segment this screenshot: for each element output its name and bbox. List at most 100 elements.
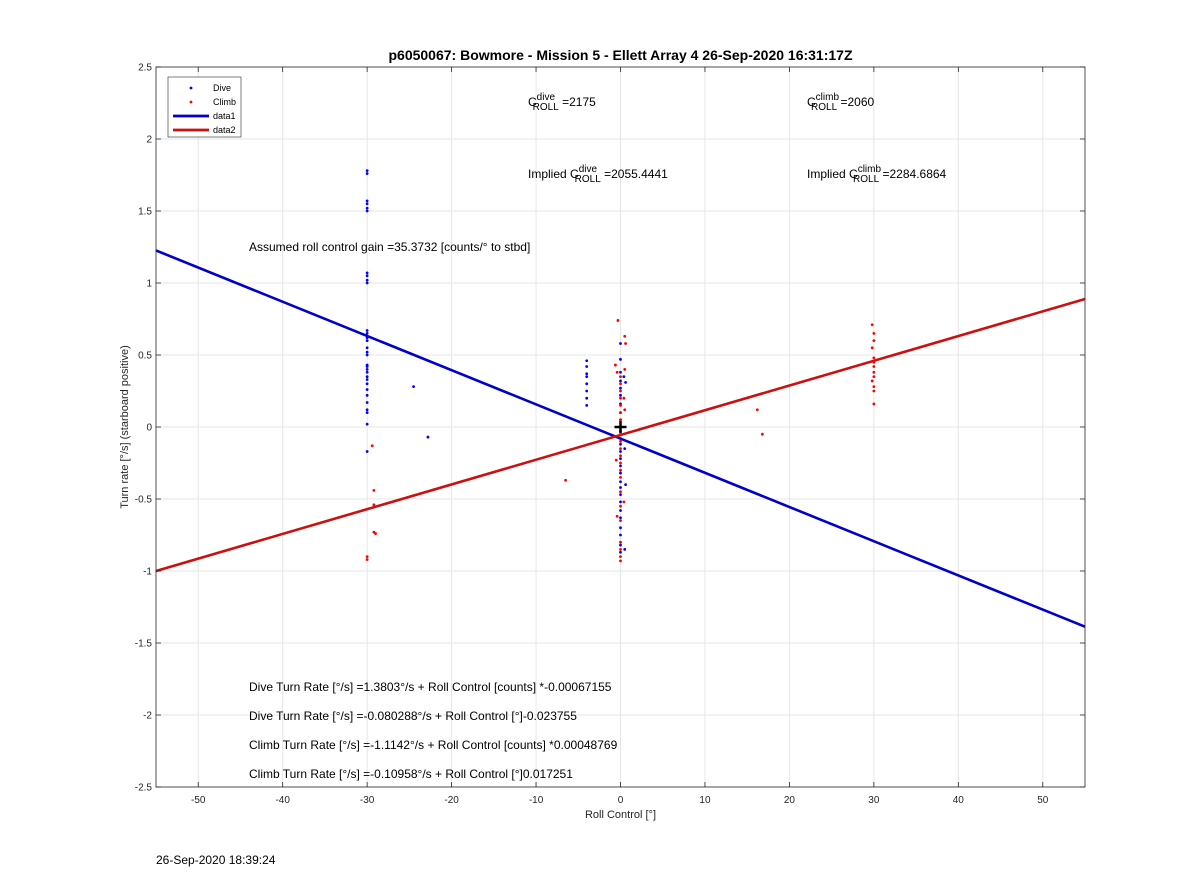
point-climb xyxy=(619,404,622,407)
point-dive xyxy=(365,365,369,368)
point-climb xyxy=(374,532,377,535)
x-tick-label: -40 xyxy=(275,795,290,806)
legend-label-climb: Climb xyxy=(213,97,236,107)
point-dive xyxy=(365,278,369,282)
point-dive xyxy=(585,365,589,368)
x-tick-label: -50 xyxy=(191,795,206,806)
point-dive xyxy=(585,382,589,386)
point-dive xyxy=(365,350,369,354)
point-climb xyxy=(619,382,622,386)
point-dive xyxy=(365,382,369,386)
point-climb xyxy=(870,379,874,383)
point-dive xyxy=(365,346,369,350)
point-climb xyxy=(372,503,376,507)
point-dive xyxy=(619,437,622,440)
point-climb xyxy=(619,432,622,436)
point-climb xyxy=(619,375,622,378)
point-dive xyxy=(585,404,589,407)
y-tick-label: 1 xyxy=(146,279,152,290)
point-dive xyxy=(624,380,627,384)
equation-1: Dive Turn Rate [°/s] =1.3803°/s + Roll C… xyxy=(249,680,612,694)
point-dive xyxy=(619,457,622,461)
legend: Dive Climb data1 data2 xyxy=(167,76,242,138)
x-axis-label: Roll Control [°] xyxy=(585,809,656,821)
point-dive xyxy=(619,471,622,475)
y-tick-label: 2 xyxy=(146,135,152,146)
point-climb xyxy=(872,339,876,342)
point-dive xyxy=(619,516,622,520)
point-dive xyxy=(619,370,622,374)
legend-marker-dive xyxy=(189,86,193,90)
point-dive xyxy=(412,385,415,389)
point-dive xyxy=(619,464,622,468)
point-climb xyxy=(619,548,622,551)
point-dive xyxy=(619,493,622,497)
point-climb xyxy=(370,444,374,448)
point-dive xyxy=(585,396,589,400)
y-tick-label: -0.5 xyxy=(135,495,153,506)
point-dive xyxy=(619,386,622,390)
point-climb xyxy=(619,468,622,472)
point-climb xyxy=(872,360,876,364)
point-dive xyxy=(365,199,369,203)
point-climb xyxy=(619,396,622,400)
point-dive xyxy=(365,401,369,404)
point-dive xyxy=(365,353,369,357)
point-climb xyxy=(623,334,627,338)
point-dive xyxy=(365,329,369,332)
legend-label-data1: data1 xyxy=(213,111,236,121)
point-climb xyxy=(619,418,622,422)
point-climb xyxy=(614,458,618,462)
point-dive xyxy=(365,202,369,206)
y-tick-label: -1.5 xyxy=(135,639,153,650)
annotation-implied-climb: Implied Cclimb ROLL =2284.6864 xyxy=(807,164,947,185)
point-climb xyxy=(619,389,622,393)
point-climb xyxy=(619,559,622,563)
point-climb xyxy=(619,411,622,414)
y-axis-label: Turn rate [°/s] (starboard positive) xyxy=(119,345,131,509)
point-dive xyxy=(365,169,369,173)
point-dive xyxy=(365,388,369,391)
point-climb xyxy=(619,476,622,479)
point-dive xyxy=(585,372,589,376)
point-climb xyxy=(615,514,619,518)
point-dive xyxy=(426,435,430,439)
point-climb xyxy=(872,385,876,389)
point-climb xyxy=(619,461,622,465)
y-tick-label: -1 xyxy=(143,567,152,578)
point-dive xyxy=(365,422,369,426)
annotation-c-climb: Cclimb ROLL =2060 xyxy=(807,92,875,113)
plot-area: -50 -40 -30 -20 -10 0 10 20 30 40 50-2.5-2-1.5-1-0… xyxy=(135,63,1086,806)
point-climb xyxy=(614,363,617,367)
point-dive xyxy=(365,375,369,378)
y-tick-label: 0 xyxy=(146,423,152,434)
equation-3: Climb Turn Rate [°/s] =-1.1142°/s + Roll… xyxy=(249,738,618,752)
point-climb xyxy=(615,370,619,374)
point-dive xyxy=(619,393,622,397)
legend-marker-climb xyxy=(189,100,193,104)
x-tick-label: -30 xyxy=(360,795,375,806)
point-climb xyxy=(619,540,622,544)
annotation-implied-dive: Implied Cdive ROLL =2055.4441 xyxy=(528,164,668,185)
y-tick-label: 0.5 xyxy=(138,351,152,362)
point-climb xyxy=(619,454,622,458)
point-dive xyxy=(619,357,622,361)
point-climb xyxy=(870,346,874,350)
x-tick-label: 0 xyxy=(618,795,624,806)
point-dive xyxy=(365,172,369,175)
x-tick-label: 40 xyxy=(953,795,965,806)
point-climb xyxy=(365,555,369,558)
x-tick-label: 50 xyxy=(1037,795,1049,806)
point-dive xyxy=(585,359,589,363)
point-climb xyxy=(755,408,759,412)
annotation-c-dive: Cdive ROLL =2175 xyxy=(528,92,596,113)
point-dive xyxy=(619,526,622,530)
point-dive xyxy=(623,447,627,450)
point-dive xyxy=(619,550,622,554)
point-climb xyxy=(872,375,876,378)
point-climb xyxy=(624,342,627,345)
point-climb xyxy=(616,319,620,322)
point-dive xyxy=(585,375,589,378)
x-tick-label: -10 xyxy=(529,795,544,806)
